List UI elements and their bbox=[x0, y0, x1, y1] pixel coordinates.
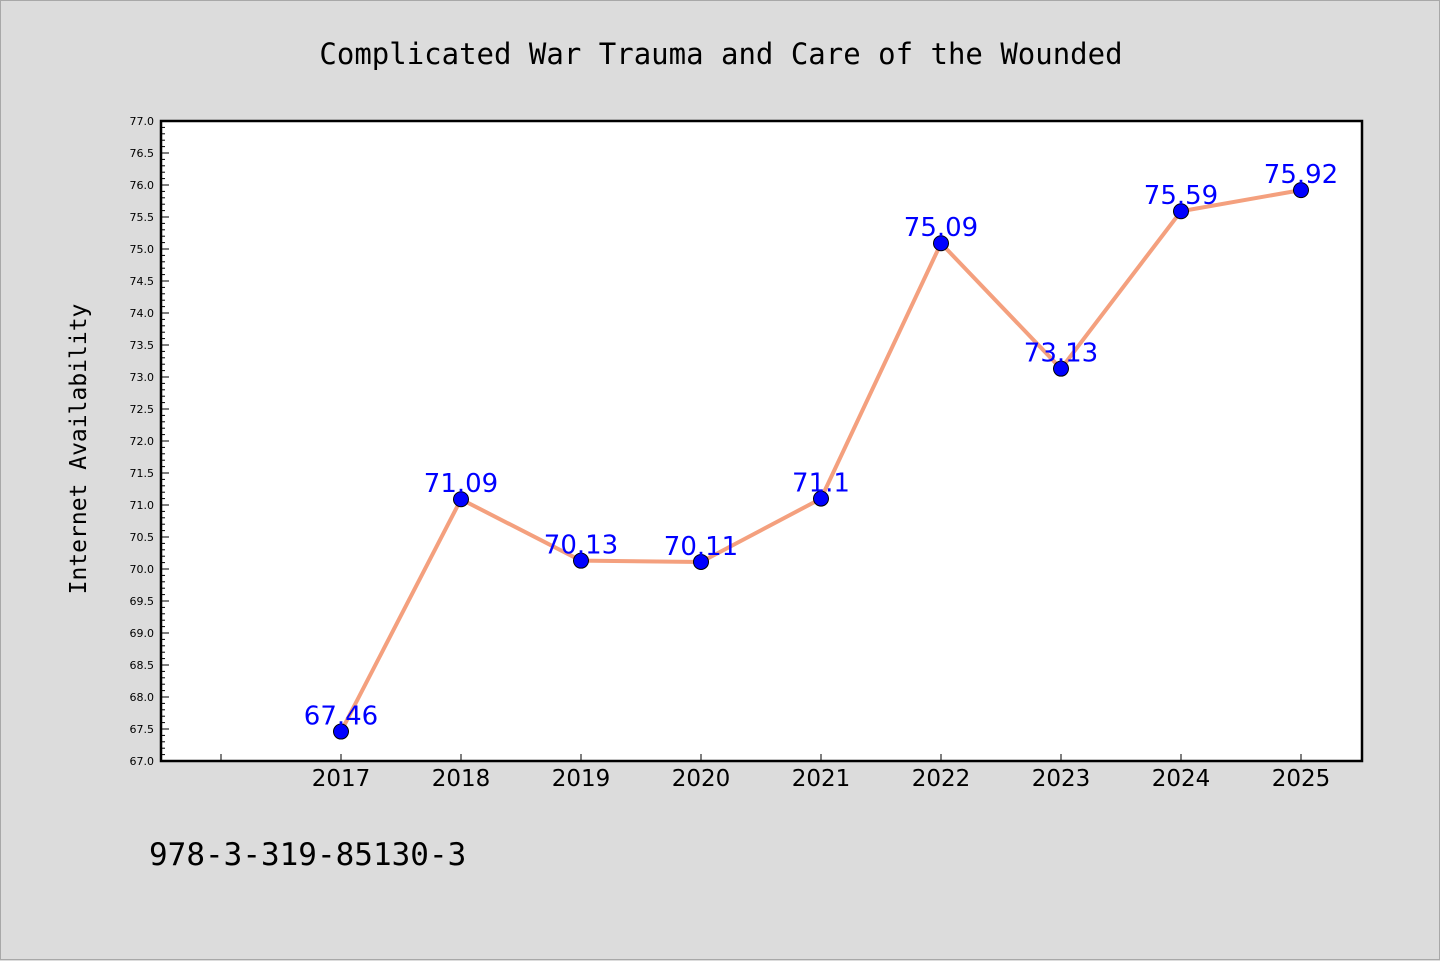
data-label: 73.13 bbox=[1024, 339, 1098, 369]
y-tick-label: 70.0 bbox=[130, 563, 155, 576]
x-tick-label: 2023 bbox=[1032, 766, 1091, 792]
y-tick-label: 68.0 bbox=[130, 691, 155, 704]
y-tick-label: 72.5 bbox=[130, 403, 155, 416]
y-tick-label: 76.0 bbox=[130, 179, 155, 192]
data-point bbox=[1293, 182, 1309, 199]
data-label: 75.09 bbox=[904, 213, 978, 243]
y-tick-label: 73.5 bbox=[130, 339, 155, 352]
data-label: 70.11 bbox=[664, 532, 738, 562]
y-tick-label: 67.5 bbox=[130, 723, 155, 736]
y-tick-label: 76.5 bbox=[130, 147, 155, 160]
data-point bbox=[1053, 360, 1069, 377]
x-tick-label: 2022 bbox=[912, 766, 971, 792]
y-tick-label: 71.0 bbox=[130, 499, 155, 512]
isbn-text: 978-3-319-85130-3 bbox=[149, 837, 466, 873]
data-label: 71.1 bbox=[792, 469, 850, 499]
y-axis: 67.0 67.5 68.0 68.5 69.0 69.5 70.0 70.5 71.0 71.5… bbox=[130, 115, 169, 768]
x-axis: 2017 2018 2019 2020 2021 2022 2023 2024 2025 bbox=[220, 754, 1331, 792]
data-point bbox=[453, 491, 469, 508]
x-tick-label: 2018 bbox=[432, 766, 491, 792]
data-label: 75.59 bbox=[1144, 181, 1218, 211]
y-tick-label: 68.5 bbox=[130, 659, 155, 672]
y-tick-label: 71.5 bbox=[130, 467, 155, 480]
y-axis-label: Internet Availability bbox=[66, 304, 92, 595]
y-tick-label: 69.0 bbox=[130, 627, 155, 640]
y-tick-label: 70.5 bbox=[130, 531, 155, 544]
x-tick-label: 2019 bbox=[552, 766, 611, 792]
data-point bbox=[813, 490, 829, 507]
x-tick-label: 2017 bbox=[312, 766, 371, 792]
data-point bbox=[693, 553, 709, 570]
y-tick-label: 74.5 bbox=[130, 275, 155, 288]
data-label: 75.92 bbox=[1264, 160, 1338, 190]
data-point bbox=[933, 235, 949, 252]
x-tick-label: 2021 bbox=[792, 766, 851, 792]
y-tick-label: 69.5 bbox=[130, 595, 155, 608]
y-tick-label: 77.0 bbox=[130, 115, 155, 128]
y-tick-label: 75.0 bbox=[130, 243, 155, 256]
data-label: 67.46 bbox=[304, 702, 378, 732]
y-tick-label: 73.0 bbox=[130, 371, 155, 384]
y-tick-label: 72.0 bbox=[130, 435, 155, 448]
data-point bbox=[573, 552, 589, 569]
y-tick-label: 74.0 bbox=[130, 307, 155, 320]
data-point bbox=[333, 723, 349, 740]
y-tick-label: 67.0 bbox=[130, 755, 155, 768]
data-label: 71.09 bbox=[424, 469, 498, 499]
y-tick-label: 75.5 bbox=[130, 211, 155, 224]
series-group: 67.46 71.09 70.13 70.11 71.1 75.09 73.13 75.59 7… bbox=[304, 160, 1338, 740]
data-label: 70.13 bbox=[544, 531, 618, 561]
data-point bbox=[1173, 203, 1189, 220]
x-tick-label: 2025 bbox=[1272, 766, 1331, 792]
x-tick-label: 2020 bbox=[672, 766, 731, 792]
x-tick-label: 2024 bbox=[1152, 766, 1211, 792]
plot-area bbox=[159, 119, 1364, 763]
chart-title: Complicated War Trauma and Care of the W… bbox=[319, 37, 1122, 71]
